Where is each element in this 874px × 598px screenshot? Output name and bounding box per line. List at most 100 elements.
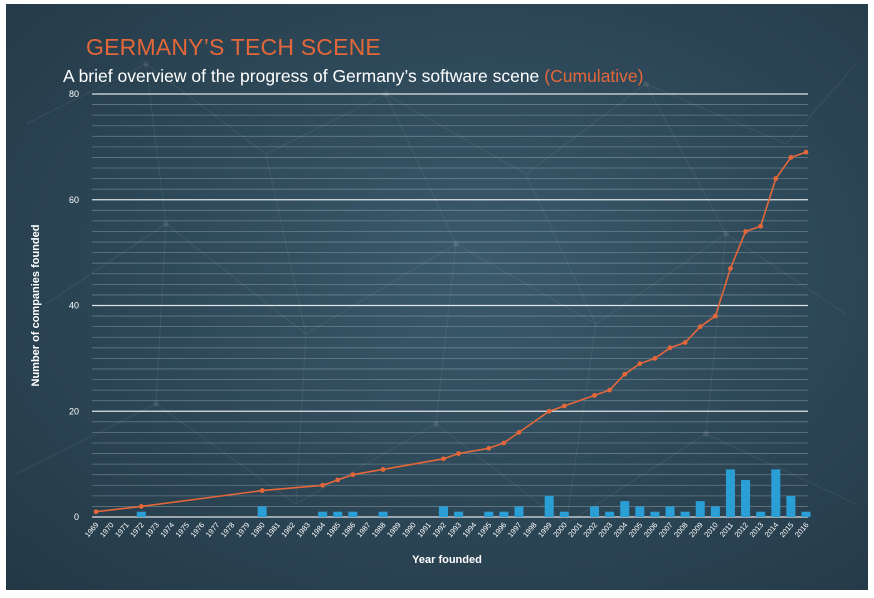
cumulative-line-series <box>93 149 809 515</box>
y-axis-ticks: 0 20 40 60 80 <box>69 89 79 522</box>
line-point <box>138 504 144 509</box>
line-point <box>652 355 658 361</box>
line-point <box>607 387 613 393</box>
x-tick-label: 1975 <box>174 521 192 540</box>
bar <box>801 511 811 517</box>
bar <box>680 511 690 517</box>
line-point <box>743 229 748 234</box>
line-point <box>697 324 703 330</box>
x-tick-label: 2003 <box>597 521 615 540</box>
y-tick-label: 60 <box>69 195 79 205</box>
x-tick-label: 2016 <box>793 521 811 540</box>
background-network-decoration <box>15 61 857 525</box>
y-axis-label: Number of companies founded <box>30 225 42 387</box>
x-tick-label: 1979 <box>234 521 252 540</box>
x-tick-label: 2009 <box>687 521 705 540</box>
x-tick-label: 1973 <box>143 521 161 540</box>
gridlines <box>92 93 808 518</box>
chart-subtitle: A brief overview of the progress of Germ… <box>63 66 644 87</box>
chart-title: GERMANY’S TECH SCENE <box>86 34 381 60</box>
x-axis-ticks: 1969197019711972197319741975197619771978… <box>83 521 811 540</box>
bar <box>438 506 448 517</box>
x-tick-label: 1999 <box>536 521 554 540</box>
x-tick-label: 1969 <box>83 521 101 540</box>
x-tick-label: 2002 <box>581 521 599 540</box>
x-tick-label: 1989 <box>385 521 403 540</box>
x-tick-label: 1976 <box>189 521 207 540</box>
x-tick-label: 2008 <box>672 521 690 540</box>
y-tick-label: 80 <box>69 89 79 99</box>
line-point <box>93 509 99 515</box>
line-point <box>561 403 567 409</box>
line-point <box>320 482 325 488</box>
x-tick-label: 1993 <box>445 521 463 540</box>
x-tick-label: 2004 <box>612 521 630 540</box>
line-point <box>803 149 809 155</box>
x-tick-label: 1995 <box>476 521 494 540</box>
line-point <box>637 361 643 367</box>
subtitle-main: A brief overview of the progress of Germ… <box>63 66 540 86</box>
x-tick-label: 1970 <box>98 521 116 540</box>
x-tick-label: 2012 <box>732 521 750 540</box>
x-tick-label: 1974 <box>158 521 176 540</box>
x-tick-label: 2000 <box>551 521 569 540</box>
y-tick-label: 20 <box>69 406 79 416</box>
bar <box>605 511 615 517</box>
line-point <box>380 467 386 472</box>
infographic-frame: GERMANY’S TECH SCENE A brief overview of… <box>6 4 868 590</box>
bar <box>635 506 645 517</box>
bar <box>348 511 358 517</box>
line-point <box>788 155 794 160</box>
x-tick-label: 2006 <box>642 521 660 540</box>
bar <box>544 495 554 517</box>
bar <box>725 469 735 517</box>
x-tick-label: 1990 <box>400 521 418 540</box>
x-tick-label: 1986 <box>340 521 358 540</box>
x-tick-label: 2014 <box>763 521 781 540</box>
x-tick-label: 2010 <box>702 521 720 540</box>
bar <box>650 511 660 517</box>
bar <box>378 511 388 517</box>
x-tick-label: 2005 <box>627 521 645 540</box>
line-point <box>501 440 507 446</box>
cumulative-line <box>95 151 807 513</box>
line-point <box>456 451 461 456</box>
x-tick-label: 1972 <box>128 521 146 540</box>
bar <box>665 506 675 517</box>
x-tick-label: 2001 <box>566 521 584 540</box>
bar <box>136 511 146 517</box>
line-point <box>682 340 688 345</box>
bar <box>741 479 751 517</box>
bar <box>710 506 720 517</box>
x-tick-label: 2015 <box>778 521 796 540</box>
bar <box>484 511 494 517</box>
x-tick-label: 1983 <box>294 521 312 540</box>
bar <box>786 495 796 517</box>
line-point <box>259 488 265 493</box>
x-tick-label: 1978 <box>219 521 237 540</box>
line-point <box>516 430 522 435</box>
line-point <box>335 477 341 483</box>
bar <box>514 506 524 517</box>
y-tick-label: 0 <box>74 512 79 522</box>
line-point <box>486 445 492 451</box>
x-tick-label: 1987 <box>355 521 373 540</box>
bar <box>318 511 328 517</box>
x-tick-label: 1997 <box>506 521 524 540</box>
line-point <box>728 266 733 271</box>
bar <box>756 511 766 517</box>
line-point <box>667 345 673 351</box>
bar <box>771 469 781 517</box>
x-tick-label: 1982 <box>279 521 297 540</box>
line-point <box>592 392 597 398</box>
bar <box>257 506 267 517</box>
bar <box>559 511 569 517</box>
x-tick-label: 1985 <box>325 521 343 540</box>
line-point <box>773 176 779 182</box>
x-axis-label: Year founded <box>412 554 482 566</box>
bar <box>620 501 630 517</box>
x-tick-label: 1998 <box>521 521 539 540</box>
subtitle-accent: (Cumulative) <box>544 66 644 86</box>
bar-series <box>136 469 811 517</box>
x-tick-label: 1994 <box>461 521 479 540</box>
